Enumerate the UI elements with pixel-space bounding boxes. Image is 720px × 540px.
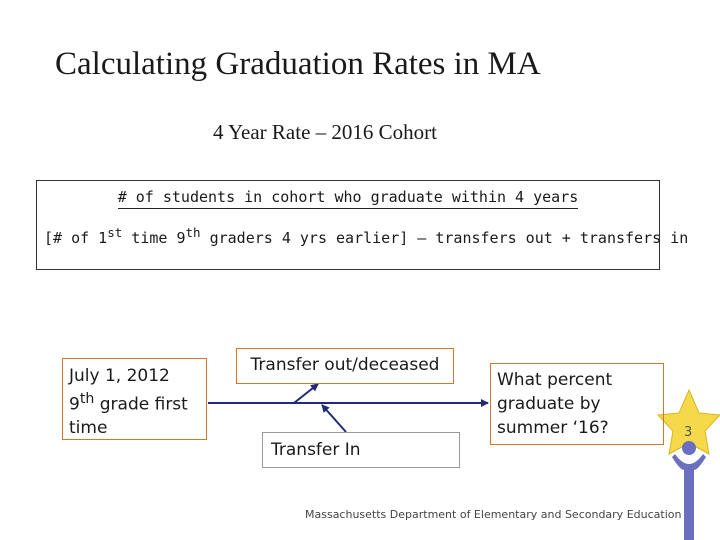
- footer-text: Massachusetts Department of Elementary a…: [305, 508, 682, 521]
- outcome-box: What percent graduate by summer ‘16?: [490, 363, 664, 445]
- figure-body-icon: [672, 454, 706, 540]
- denominator-mid: time 9: [122, 229, 186, 247]
- page-title: Calculating Graduation Rates in MA: [55, 46, 541, 82]
- denominator-sup-th: th: [185, 225, 201, 240]
- formula-denominator: [# of 1st time 9th graders 4 yrs earlier…: [44, 225, 688, 247]
- transfer-in-box: Transfer In: [262, 432, 460, 468]
- start-line-2-pre: 9: [69, 394, 80, 415]
- formula-numerator-text: # of students in cohort who graduate wit…: [117, 188, 579, 209]
- start-date-box: July 1, 2012 9th grade first time: [62, 358, 207, 440]
- start-line-2-post: grade first: [94, 394, 188, 415]
- denominator-sup-st: st: [107, 225, 123, 240]
- denominator-post: graders 4 yrs earlier] – transfers out +…: [200, 229, 689, 247]
- transfer-in-arrow: [321, 404, 347, 433]
- start-line-2: 9th grade first: [69, 388, 200, 417]
- transfer-out-arrow: [293, 383, 319, 404]
- formula-numerator: # of students in cohort who graduate wit…: [37, 188, 659, 209]
- transfer-out-box: Transfer out/deceased: [236, 348, 454, 384]
- figure-head-icon: [682, 441, 696, 455]
- start-line-3: time: [69, 417, 108, 438]
- formula-box: # of students in cohort who graduate wit…: [36, 180, 688, 270]
- start-line-2-sup: th: [79, 391, 95, 407]
- denominator-pre: [# of 1: [44, 229, 108, 247]
- page-subtitle: 4 Year Rate – 2016 Cohort: [213, 120, 437, 144]
- page-number: 3: [684, 425, 693, 440]
- start-line-1: July 1, 2012: [69, 366, 170, 386]
- star-figure-logo: [656, 388, 720, 540]
